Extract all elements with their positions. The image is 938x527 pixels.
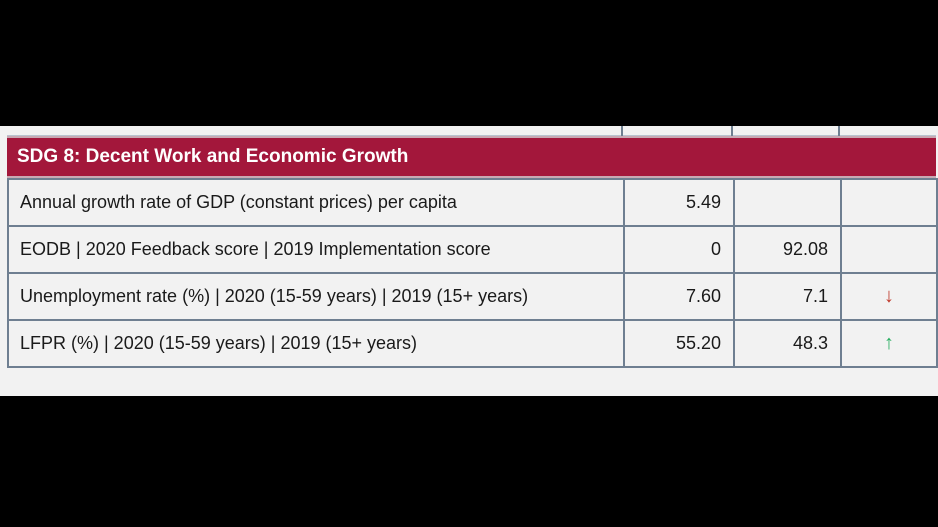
value-2019: 7.1 <box>733 272 842 321</box>
trend-cell: ↓ <box>840 272 938 321</box>
value-2020: 55.20 <box>623 319 735 368</box>
arrow-down-icon: ↓ <box>884 285 894 307</box>
value-2019: 92.08 <box>733 225 842 274</box>
value-2019 <box>733 178 842 227</box>
indicator-table: Annual growth rate of GDP (constant pric… <box>7 178 938 368</box>
value-2020: 0 <box>623 225 735 274</box>
card-bottom-margin <box>0 384 938 396</box>
value-2019: 48.3 <box>733 319 842 368</box>
previous-section-edge <box>7 126 936 136</box>
column-divider <box>838 126 840 136</box>
table-row: Annual growth rate of GDP (constant pric… <box>7 178 938 227</box>
table-row: LFPR (%) | 2020 (15-59 years) | 2019 (15… <box>7 319 938 368</box>
trend-cell <box>840 178 938 227</box>
column-divider <box>621 126 623 136</box>
column-divider <box>731 126 733 136</box>
table-row: Unemployment rate (%) | 2020 (15-59 year… <box>7 272 938 321</box>
table-row: EODB | 2020 Feedback score | 2019 Implem… <box>7 225 938 274</box>
sdg-table-card: SDG 8: Decent Work and Economic Growth A… <box>0 126 938 396</box>
indicator-label: LFPR (%) | 2020 (15-59 years) | 2019 (15… <box>7 319 625 368</box>
indicator-label: EODB | 2020 Feedback score | 2019 Implem… <box>7 225 625 274</box>
section-header: SDG 8: Decent Work and Economic Growth <box>7 136 936 178</box>
sdg-table: SDG 8: Decent Work and Economic Growth A… <box>7 126 938 384</box>
arrow-up-icon: ↑ <box>884 332 894 354</box>
indicator-label: Unemployment rate (%) | 2020 (15-59 year… <box>7 272 625 321</box>
indicator-label: Annual growth rate of GDP (constant pric… <box>7 178 625 227</box>
value-2020: 7.60 <box>623 272 735 321</box>
value-2020: 5.49 <box>623 178 735 227</box>
trend-cell <box>840 225 938 274</box>
trend-cell: ↑ <box>840 319 938 368</box>
